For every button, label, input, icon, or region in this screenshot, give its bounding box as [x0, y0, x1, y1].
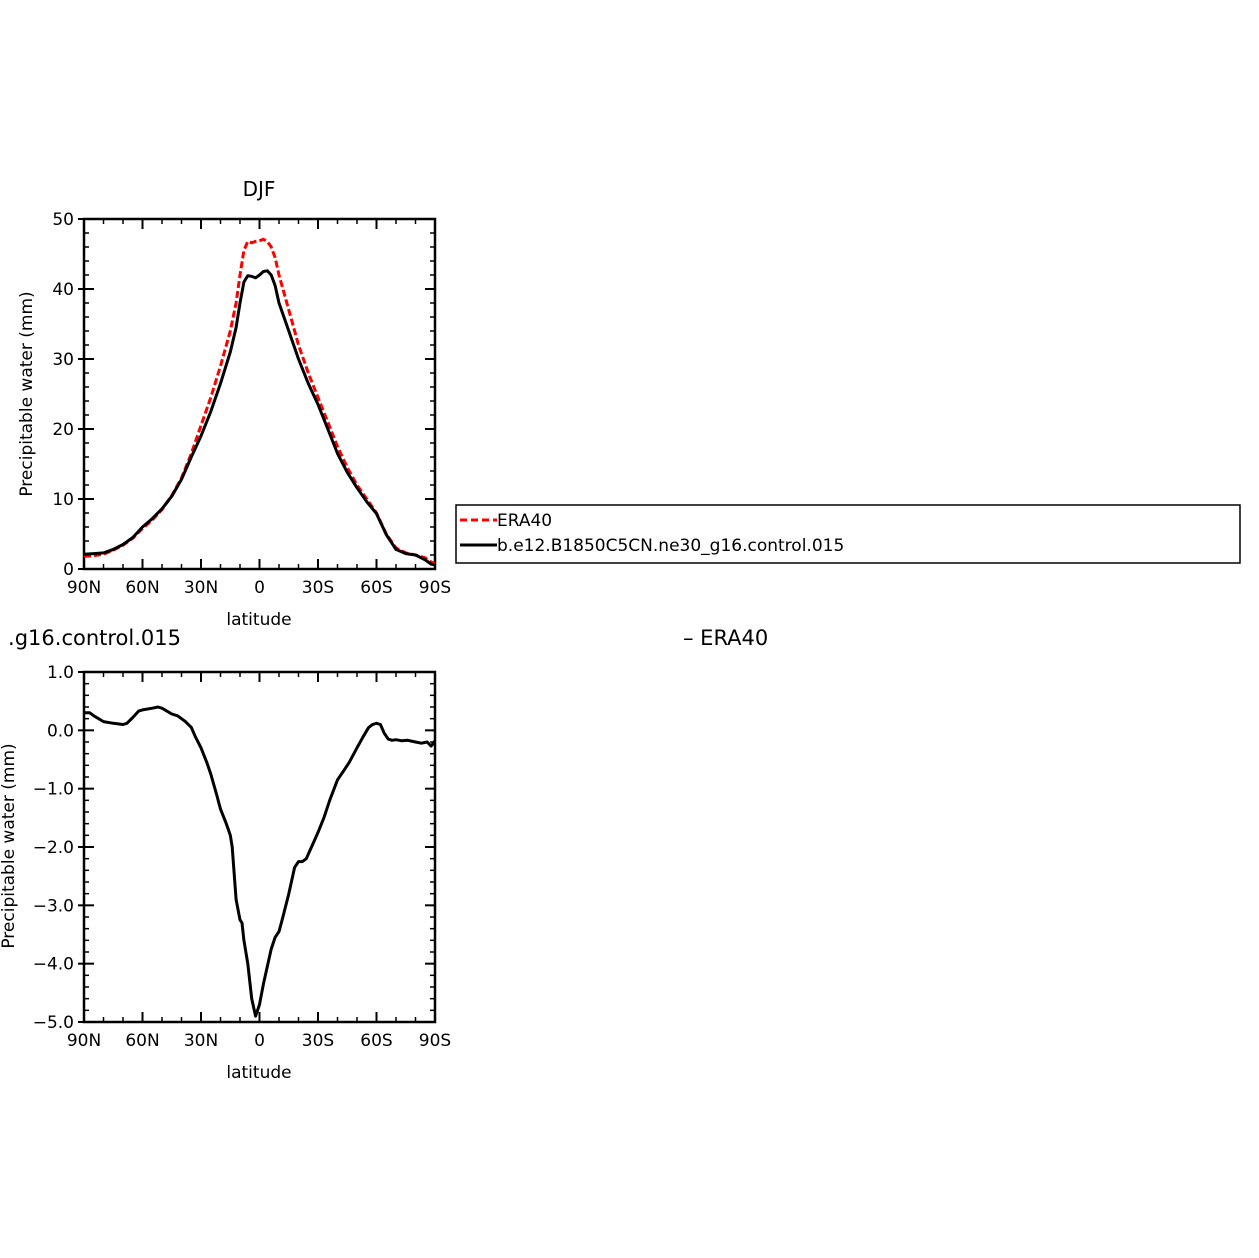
- bottom-y-tick-label: −4.0: [33, 955, 74, 975]
- bottom-chart-title: .g16.control.015: [8, 626, 181, 650]
- top-y-tick-label: 40: [52, 280, 74, 300]
- top-chart-title: DJF: [243, 177, 276, 201]
- top-series-0-line: [83, 237, 436, 565]
- bottom-series-layer: [84, 705, 437, 1018]
- top-plot-frame: [82, 217, 437, 571]
- legend-model-label: b.e12.B1850C5CN.ne30_g16.control.015: [497, 536, 844, 556]
- bottom-y-tick-label: −2.0: [33, 838, 74, 858]
- top-y-axis-label: Precipitable water (mm): [17, 291, 37, 496]
- bottom-y-tick-label: −1.0: [33, 780, 74, 800]
- bottom-x-tick-label: 60N: [125, 1031, 159, 1051]
- bottom-panel: .g16.control.015 – ERA40 90N 60N 30N 0 30S 60…: [0, 626, 768, 1083]
- top-series-1-line: [83, 269, 436, 567]
- bottom-x-axis-label: latitude: [226, 1063, 291, 1083]
- top-y-tick-label: 10: [52, 490, 74, 510]
- top-y-tick-label: 30: [52, 350, 74, 370]
- bottom-x-tick-label: 0: [254, 1031, 265, 1051]
- top-panel: DJF 90N 60N 30N 0 30S 60S 90S 0 10 20 30 40 50 latit…: [17, 177, 451, 630]
- top-x-axis-label: latitude: [226, 610, 291, 630]
- top-x-tick-label: 30N: [184, 578, 218, 598]
- legend: ERA40 b.e12.B1850C5CN.ne30_g16.control.0…: [455, 504, 1241, 564]
- bottom-y-tick-label: −5.0: [33, 1013, 74, 1033]
- bottom-x-tick-label: 90N: [67, 1031, 101, 1051]
- bottom-y-axis-label: Precipitable water (mm): [0, 743, 19, 948]
- bottom-x-tick-label: 60S: [360, 1031, 392, 1051]
- bottom-plot-frame: [82, 670, 437, 1024]
- legend-box: [455, 504, 1241, 564]
- top-axes: 90N 60N 30N 0 30S 60S 90S 0 10 20 30 40 50: [52, 210, 451, 598]
- legend-era40-label: ERA40: [497, 511, 552, 531]
- bottom-y-tick-label: 1.0: [47, 663, 74, 683]
- top-x-tick-label: 90S: [419, 578, 451, 598]
- bottom-series-0-line: [84, 705, 437, 1018]
- top-x-tick-label: 0: [254, 578, 265, 598]
- top-y-tick-label: 0: [63, 560, 74, 580]
- top-y-tick-label: 20: [52, 420, 74, 440]
- top-series-layer: [83, 237, 436, 567]
- bottom-y-tick-label: 0.0: [47, 721, 74, 741]
- top-x-tick-label: 30S: [302, 578, 334, 598]
- bottom-x-tick-label: 30N: [184, 1031, 218, 1051]
- top-x-tick-label: 60N: [125, 578, 159, 598]
- bottom-x-tick-label: 30S: [302, 1031, 334, 1051]
- top-x-tick-label: 60S: [360, 578, 392, 598]
- top-y-tick-label: 50: [52, 210, 74, 230]
- top-x-tick-label: 90N: [67, 578, 101, 598]
- bottom-axes: 90N 60N 30N 0 30S 60S 90S 1.0 0.0 −1.0 −2.0 −3.0 −4.…: [33, 663, 452, 1051]
- bottom-x-tick-label: 90S: [419, 1031, 451, 1051]
- bottom-chart-title-right: – ERA40: [683, 626, 768, 650]
- bottom-y-tick-label: −3.0: [33, 896, 74, 916]
